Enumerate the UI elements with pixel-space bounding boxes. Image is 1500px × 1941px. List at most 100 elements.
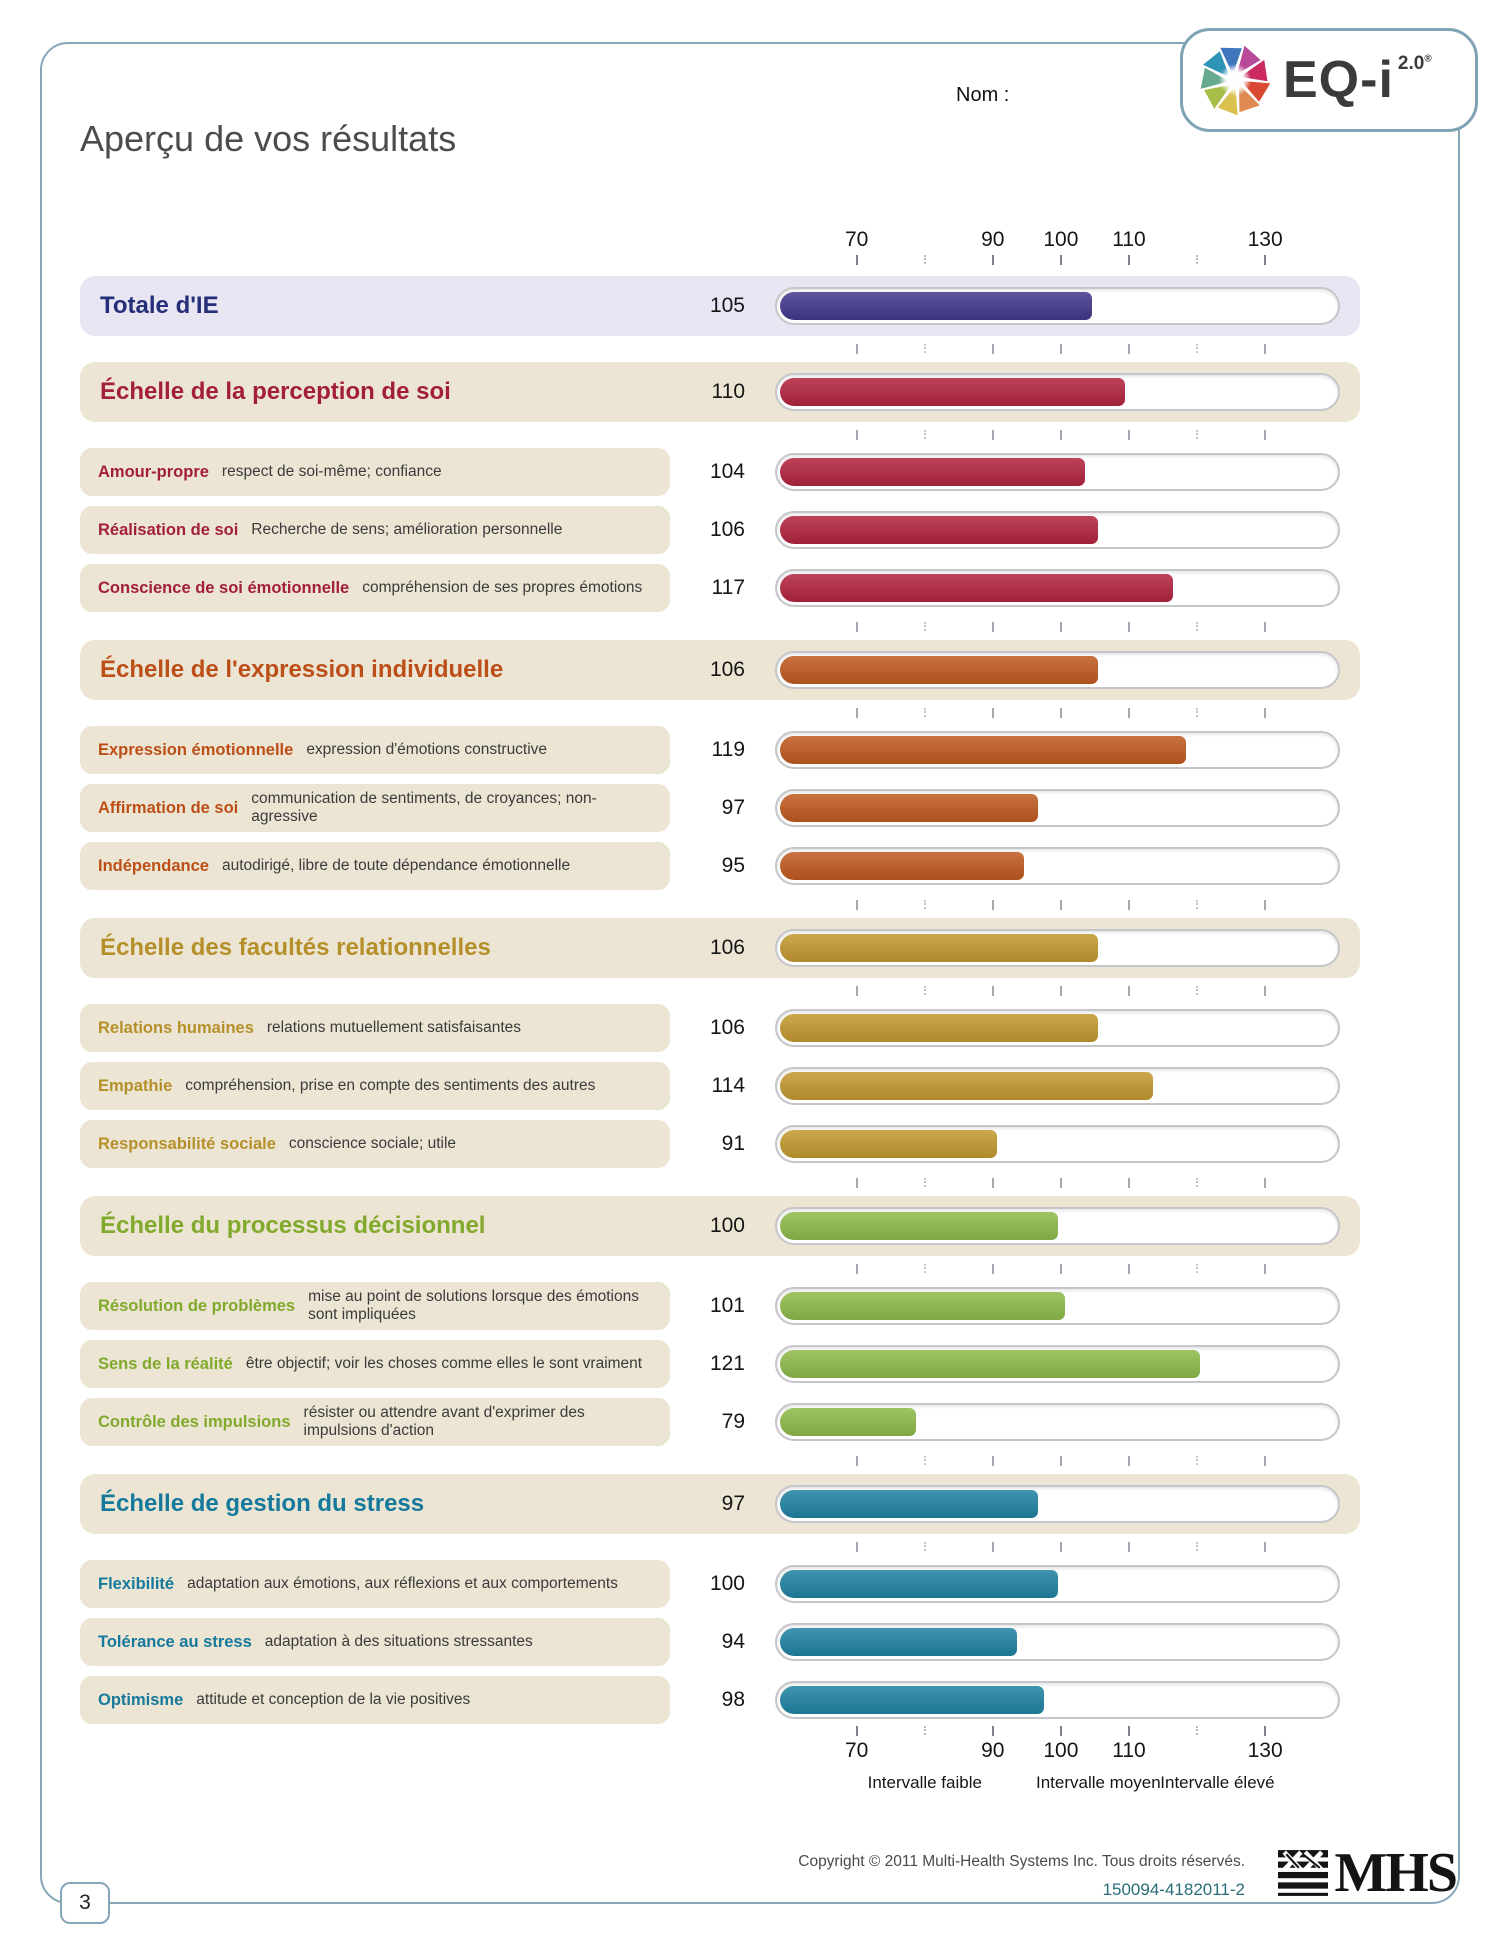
axis-tick	[1196, 708, 1199, 717]
row-label-band: Échelle des facultés relationnelles	[80, 918, 670, 978]
row-description: mise au point de solutions lorsque des é…	[308, 1288, 639, 1323]
row-track	[775, 1681, 1340, 1719]
row-bar-fill	[780, 1570, 1058, 1598]
row-label-band: Optimisme attitude et conception de la v…	[80, 1676, 670, 1724]
row-description: être objectif; voir les choses comme ell…	[245, 1355, 643, 1373]
row-bar-fill	[780, 1212, 1058, 1240]
axis-tick	[991, 1542, 994, 1552]
interval-legend-label: Intervalle moyen	[1035, 1773, 1161, 1792]
axis-tick	[1127, 986, 1130, 996]
row-bar-fill	[780, 516, 1099, 544]
axis-tick	[1059, 1726, 1062, 1736]
axis-tick	[1264, 622, 1267, 632]
results-chart: 70 90 100 110 130 Totale d'IE 105 Échelle de…	[80, 228, 1360, 1806]
axis-tick	[991, 900, 994, 910]
axis-tick	[1196, 900, 1199, 909]
subscale-row: Conscience de soi émotionnelle compréhen…	[80, 564, 1360, 612]
row-label-band: Expression émotionnelle expression d'émo…	[80, 726, 670, 774]
row-track	[775, 373, 1340, 411]
row-bar-fill	[780, 794, 1038, 822]
row-score: 114	[711, 1074, 745, 1097]
axis-tick	[855, 430, 858, 440]
scale-row: Totale d'IE 105	[80, 276, 1360, 336]
gridline-ticks	[775, 708, 1340, 718]
eqi-logo-text: EQ-i 2.0®	[1283, 37, 1432, 123]
gridline-ticks	[775, 344, 1340, 354]
row-track	[775, 651, 1340, 689]
axis-tick	[1196, 1542, 1199, 1551]
row-bar-fill	[780, 574, 1173, 602]
row-score: 105	[709, 294, 745, 317]
row-bar-fill	[780, 1408, 916, 1436]
row-description: respect de soi-même; confiance	[221, 463, 442, 481]
subscale-row: Relations humaines relations mutuellemen…	[80, 1004, 1360, 1052]
axis-tick	[855, 622, 858, 632]
row-description: autodirigé, libre de toute dépendance ém…	[221, 857, 571, 875]
top-axis: 70 90 100 110 130	[775, 228, 1340, 266]
eqi-logo-wordmark: EQ-i	[1283, 51, 1394, 109]
chart-rows: Totale d'IE 105 Échelle de la perception…	[80, 276, 1360, 1724]
row-label: Conscience de soi émotionnelle	[98, 578, 350, 597]
row-bar-fill	[780, 1490, 1038, 1518]
axis-tick	[923, 344, 926, 353]
axis-tick	[1196, 1726, 1199, 1735]
row-bar-fill	[780, 1628, 1018, 1656]
row-score: 121	[709, 1352, 745, 1375]
row-label: Échelle de la perception de soi	[100, 378, 451, 405]
axis-tick	[923, 1726, 926, 1735]
row-label-band: Réalisation de soi Recherche de sens; am…	[80, 506, 670, 554]
axis-tick	[1127, 1178, 1130, 1188]
row-score: 95	[721, 854, 745, 877]
row-score: 106	[709, 658, 745, 681]
axis-tick	[855, 1542, 858, 1552]
axis-tick	[1264, 344, 1267, 354]
axis-tick	[991, 430, 994, 440]
row-label: Affirmation de soi	[98, 798, 239, 817]
axis-tick-label: 90	[981, 1739, 1005, 1762]
bottom-axis: 70 90 100 110 130 Intervalle faible Intervalle…	[775, 1726, 1340, 1806]
row-label: Échelle de l'expression individuelle	[100, 656, 504, 683]
row-description: relations mutuellement satisfaisantes	[266, 1019, 522, 1037]
axis-tick	[1127, 1542, 1130, 1552]
gridline-ticks	[775, 430, 1340, 440]
axis-tick	[1264, 430, 1267, 440]
row-description: résister ou attendre avant d'exprimer de…	[303, 1404, 585, 1439]
name-label: Nom :	[956, 84, 1010, 106]
axis-tick	[1059, 622, 1062, 632]
axis-tick	[1127, 708, 1130, 718]
row-label-band: Échelle de l'expression individuelle	[80, 640, 670, 700]
axis-tick	[1059, 344, 1062, 354]
row-score: 100	[709, 1214, 745, 1237]
axis-tick	[991, 1456, 994, 1466]
row-description: compréhension, prise en compte des senti…	[185, 1077, 596, 1095]
axis-tick	[923, 1178, 926, 1187]
axis-tick	[1196, 986, 1199, 995]
row-label-band: Échelle de la perception de soi	[80, 362, 670, 422]
row-description: conscience sociale; utile	[288, 1135, 457, 1153]
subscale-row: Contrôle des impulsions résister ou atte…	[80, 1398, 1360, 1446]
row-bar-fill	[780, 852, 1025, 880]
row-track	[775, 1623, 1340, 1661]
axis-tick	[923, 1542, 926, 1551]
row-label-band: Empathie compréhension, prise en compte …	[80, 1062, 670, 1110]
row-description: adaptation aux émotions, aux réflexions …	[187, 1575, 618, 1593]
axis-tick	[1264, 1178, 1267, 1188]
axis-tick	[1264, 1456, 1267, 1466]
axis-tick	[991, 255, 994, 265]
row-bar-fill	[780, 656, 1099, 684]
row-label: Contrôle des impulsions	[98, 1412, 291, 1431]
axis-tick-label: 100	[1043, 1739, 1079, 1762]
subscale-row: Amour-propre respect de soi-même; confia…	[80, 448, 1360, 496]
axis-tick	[1196, 344, 1199, 353]
row-bar-fill	[780, 1014, 1099, 1042]
footer: Copyright © 2011 Multi-Health Systems In…	[798, 1853, 1245, 1900]
row-label: Amour-propre	[98, 462, 209, 481]
axis-tick	[855, 1178, 858, 1188]
axis-tick-label: 130	[1247, 228, 1283, 251]
row-score: 94	[721, 1630, 745, 1653]
axis-tick	[855, 344, 858, 354]
axis-tick	[991, 1726, 994, 1736]
axis-tick	[1264, 1726, 1267, 1736]
axis-tick	[991, 708, 994, 718]
axis-tick	[923, 1456, 926, 1465]
